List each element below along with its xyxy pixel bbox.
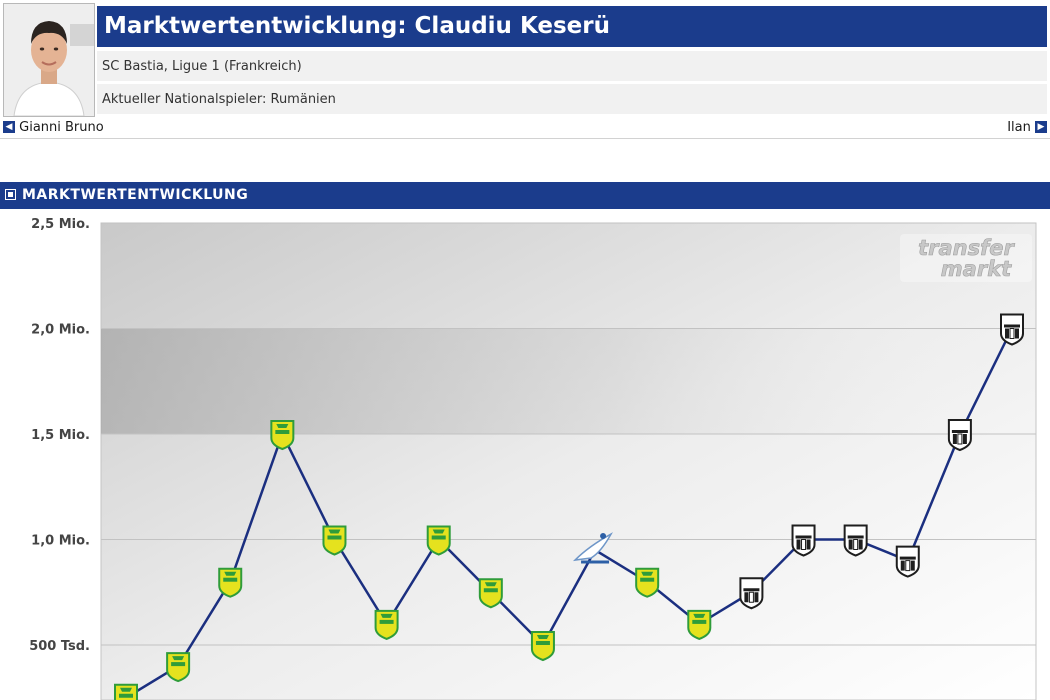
transfermarkt-watermark: transfer markt bbox=[900, 234, 1032, 282]
market-value-chart: 2,5 Mio. 2,0 Mio. 1,5 Mio. 1,0 Mio. 500 Tsd.… bbox=[29, 217, 1037, 700]
data-point-angers[interactable] bbox=[1000, 313, 1024, 346]
section-header: MARKTWERTENTWICKLUNG bbox=[0, 182, 1050, 209]
data-point-nantes[interactable] bbox=[530, 631, 555, 662]
section-title: MARKTWERTENTWICKLUNG bbox=[22, 187, 249, 203]
data-point-angers[interactable] bbox=[843, 524, 868, 557]
next-player-label: Ilan bbox=[1007, 120, 1031, 135]
data-point-nantes[interactable] bbox=[166, 652, 191, 683]
y-tick-label: 1,5 Mio. bbox=[31, 428, 90, 443]
data-point-nantes[interactable] bbox=[322, 525, 347, 556]
data-point-nantes[interactable] bbox=[270, 420, 295, 451]
player-navigation: ◀ Gianni Bruno Ilan ▶ bbox=[0, 118, 1050, 139]
data-point-angers[interactable] bbox=[895, 545, 920, 578]
national-team-info: Aktueller Nationalspieler: Rumänien bbox=[97, 84, 1047, 115]
plot-area bbox=[100, 222, 1037, 700]
data-point-nantes[interactable] bbox=[374, 609, 399, 640]
data-point-nantes[interactable] bbox=[687, 609, 712, 640]
player-photo-image bbox=[4, 4, 94, 116]
section-square-icon bbox=[5, 188, 16, 200]
player-photo bbox=[3, 3, 95, 117]
previous-player-label: Gianni Bruno bbox=[19, 120, 104, 135]
data-point-ligue[interactable] bbox=[572, 532, 613, 564]
y-tick-label: 1,0 Mio. bbox=[31, 534, 90, 549]
data-point-nantes[interactable] bbox=[114, 683, 138, 700]
previous-player-link[interactable]: ◀ Gianni Bruno bbox=[3, 119, 104, 137]
next-player-link[interactable]: Ilan ▶ bbox=[1007, 119, 1047, 137]
page-title: Marktwertentwicklung: Claudiu Keserü bbox=[97, 6, 1047, 47]
data-point-nantes[interactable] bbox=[635, 567, 660, 598]
data-point-angers[interactable] bbox=[739, 577, 764, 610]
watermark-line1: transfer bbox=[918, 236, 1015, 260]
y-tick-label: 2,0 Mio. bbox=[31, 323, 90, 338]
y-tick-label: 2,5 Mio. bbox=[31, 217, 90, 232]
chart-band bbox=[101, 328, 1036, 434]
data-point-nantes[interactable] bbox=[218, 567, 243, 598]
watermark-line2: markt bbox=[941, 257, 1012, 281]
y-tick-label: 500 Tsd. bbox=[29, 639, 90, 654]
data-point-nantes[interactable] bbox=[426, 525, 451, 556]
data-point-nantes[interactable] bbox=[478, 578, 503, 609]
data-point-angers[interactable] bbox=[791, 524, 816, 557]
chevron-right-icon: ▶ bbox=[1035, 120, 1047, 133]
data-point-angers[interactable] bbox=[947, 419, 972, 452]
chevron-left-icon: ◀ bbox=[3, 120, 15, 133]
club-info: SC Bastia, Ligue 1 (Frankreich) bbox=[97, 51, 1047, 82]
